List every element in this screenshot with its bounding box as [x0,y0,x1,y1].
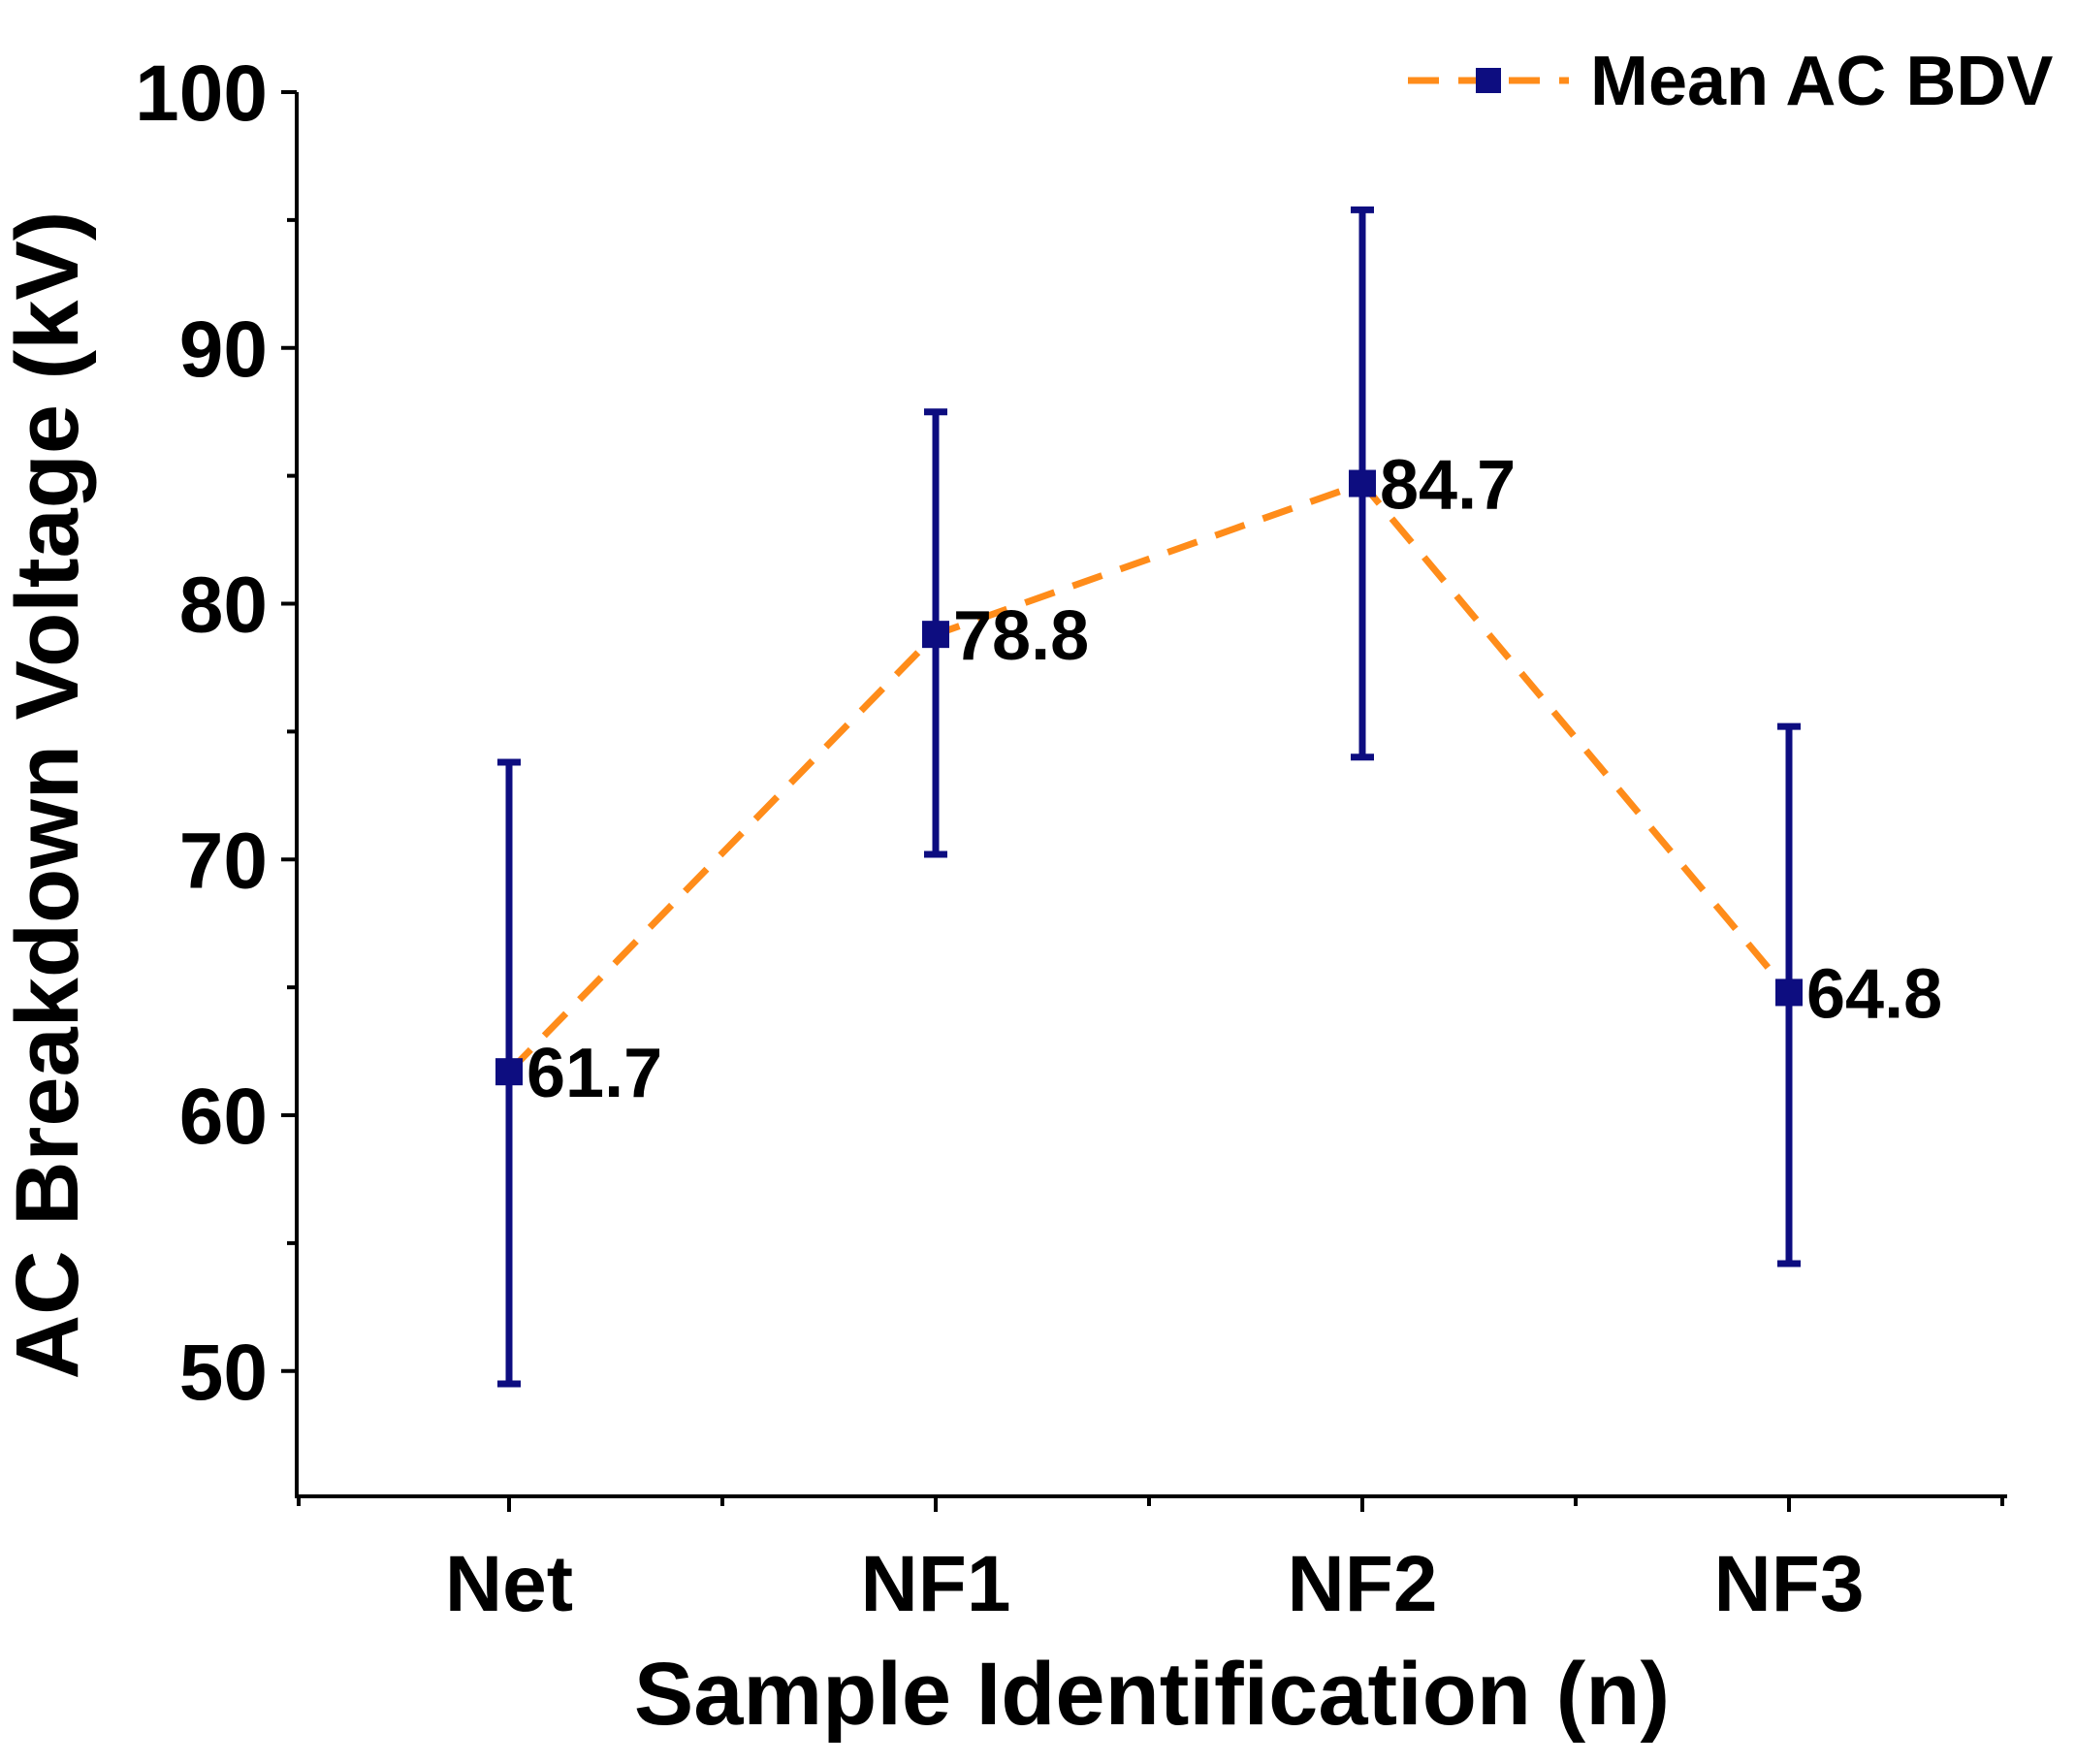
y-axis-title: AC Breakdown Voltage (kV) [0,211,97,1380]
series-line [506,479,1792,1074]
data-labels: 61.7 78.8 84.7 64.8 [527,447,1942,1113]
series [495,206,1803,1388]
legend-label: Mean AC BDV [1590,43,2053,120]
y-tick-label: 80 [179,561,268,650]
axes [295,92,2007,1498]
x-tick-label: NF1 [861,1540,1011,1628]
data-label: 84.7 [1380,447,1516,525]
data-point-marker [922,621,949,649]
y-ticks: 50 60 70 80 90 100 [135,49,297,1417]
data-label: 61.7 [527,1035,662,1112]
x-ticks: Net NF1 NF2 NF3 [297,1496,2004,1628]
x-tick-label: NF2 [1288,1540,1438,1628]
x-axis-title: Sample Identification (n) [634,1645,1670,1744]
y-tick-label: 70 [179,817,268,905]
legend: Mean AC BDV [1408,43,2053,120]
data-label: 64.8 [1806,955,1942,1033]
data-point-marker [1349,469,1376,497]
x-tick-label: NF3 [1714,1540,1865,1628]
x-tick-label: Net [445,1540,573,1628]
data-label: 78.8 [953,597,1089,675]
y-tick-label: 100 [135,49,268,138]
y-tick-label: 90 [179,305,268,394]
y-tick-label: 50 [179,1329,268,1417]
data-point-marker [495,1058,523,1086]
legend-marker-icon [1476,68,1501,93]
y-tick-label: 60 [179,1073,268,1161]
data-point-marker [1775,978,1803,1007]
